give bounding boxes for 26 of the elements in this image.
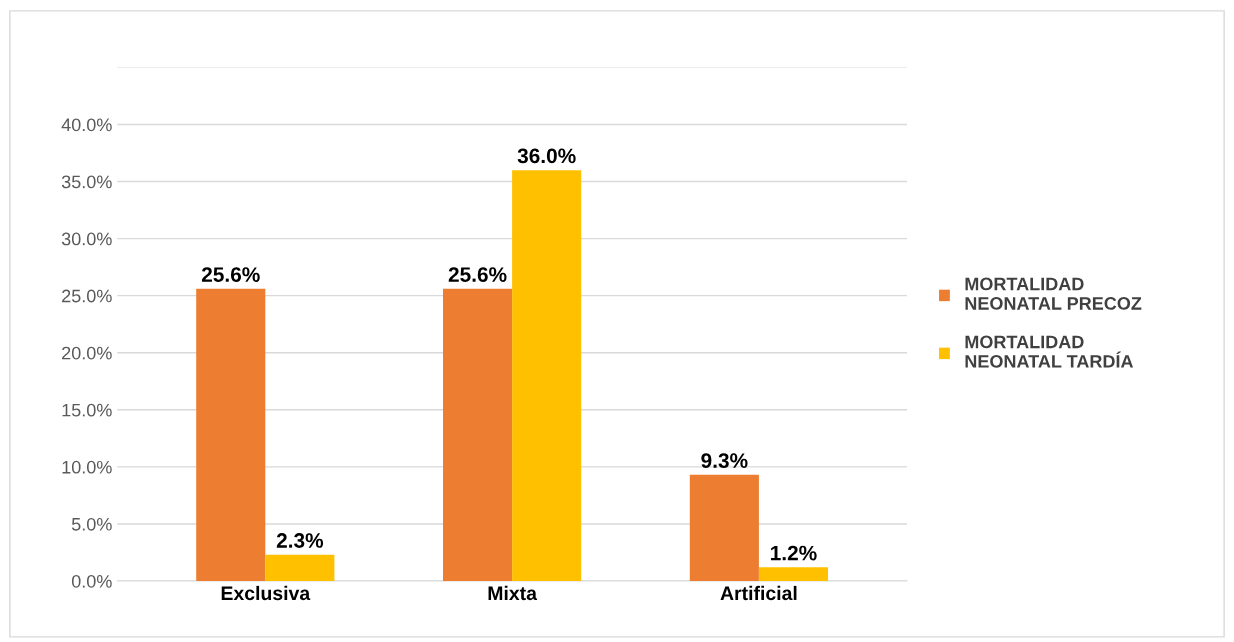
bar [265, 554, 335, 582]
x-tick-label: Mixta [488, 585, 538, 601]
data-label: 9.3% [701, 453, 748, 468]
legend-label: MORTALIDAD NEONATAL PRECOZ [965, 277, 1142, 310]
data-label: 2.3% [276, 533, 324, 548]
y-tick-label: 40.0% [61, 118, 112, 132]
y-tick-label: 25.0% [62, 289, 112, 303]
bar [758, 567, 829, 582]
bar [689, 474, 759, 582]
x-tick-label: Exclusiva [221, 585, 311, 601]
y-tick-label: 35.0% [61, 175, 112, 189]
y-tick-label: 20.0% [62, 346, 112, 360]
y-tick-label: 0.0% [71, 574, 112, 588]
bar [512, 170, 582, 582]
data-label: 25.6% [448, 267, 507, 282]
data-label: 25.6% [201, 267, 260, 282]
y-tick-label: 5.0% [71, 517, 112, 531]
bar [196, 288, 266, 582]
legend-label: MORTALIDAD NEONATAL TARDÍA [965, 335, 1134, 368]
x-tick-label: Artificial [720, 585, 797, 601]
data-label: 36.0% [517, 148, 576, 164]
bar [443, 288, 513, 582]
y-tick-label: 15.0% [62, 403, 112, 417]
data-label: 1.2% [771, 545, 817, 561]
y-tick-label: 10.0% [62, 460, 112, 474]
y-tick-label: 30.0% [61, 232, 112, 246]
